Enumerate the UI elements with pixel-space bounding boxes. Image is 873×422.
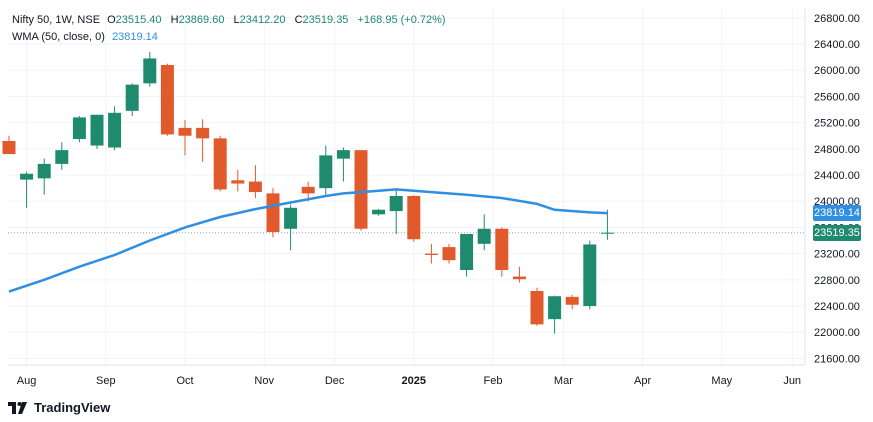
- candle-body: [477, 228, 491, 244]
- candle-body: [143, 58, 157, 84]
- low-label: L: [233, 14, 240, 26]
- x-tick-label: Apr: [634, 375, 651, 387]
- symbol-label[interactable]: Nifty 50, 1W, NSE: [12, 14, 101, 26]
- brand-name: TradingView: [34, 400, 111, 415]
- candle-body: [266, 193, 280, 233]
- wma-price-tag: 23819.14: [813, 205, 861, 222]
- x-tick-label: 2025: [402, 375, 426, 387]
- x-tick-label: Nov: [254, 375, 274, 387]
- y-tick-label: 26800.00: [814, 13, 860, 25]
- y-tick-label: 21600.00: [814, 353, 860, 365]
- candle-body: [248, 181, 262, 193]
- candle-body: [600, 232, 614, 234]
- candle-body: [213, 138, 227, 190]
- candle-body: [178, 127, 192, 136]
- x-tick-label: Oct: [176, 375, 193, 387]
- high-label: H: [170, 14, 179, 26]
- y-axis[interactable]: 21600.00 22000.00 22400.00 22800.00 23200.00…: [814, 13, 860, 366]
- candle-body: [160, 64, 174, 135]
- x-tick-label: Aug: [17, 375, 37, 387]
- candle-body: [565, 296, 579, 305]
- candle-body: [372, 209, 386, 215]
- candle-body: [20, 173, 34, 180]
- candle-body: [583, 244, 597, 307]
- candle-body: [37, 163, 51, 179]
- candle-body: [548, 296, 562, 320]
- candle-body: [196, 127, 210, 139]
- x-tick-label: Sep: [96, 375, 116, 387]
- candle-body: [2, 140, 16, 155]
- candle-body: [354, 150, 368, 229]
- candle-body: [284, 207, 298, 229]
- candle-body: [90, 114, 104, 146]
- y-tick-label: 22000.00: [814, 327, 860, 339]
- plot-area: [8, 8, 805, 365]
- ohlc-legend: Nifty 50, 1W, NSE O23515.40 H23869.60 L2…: [12, 14, 452, 26]
- indicator-value: 23819.14: [111, 31, 158, 43]
- candle-body: [55, 150, 69, 164]
- x-axis[interactable]: Aug Sep Oct Nov Dec 2025 Feb Mar Apr May Jun: [17, 375, 801, 387]
- x-tick-label: Feb: [484, 375, 503, 387]
- candle-body: [424, 253, 438, 255]
- x-tick-label: Mar: [554, 375, 573, 387]
- y-tick-label: 26000.00: [814, 65, 860, 77]
- candle-body: [530, 290, 544, 325]
- y-tick-label: 22400.00: [814, 301, 860, 313]
- tradingview-logo[interactable]: TradingView: [8, 400, 110, 415]
- candle-body: [460, 233, 474, 271]
- x-tick-label: May: [711, 375, 732, 387]
- candle-bodies: [2, 58, 614, 325]
- candle-body: [108, 112, 122, 148]
- y-tick-label: 22800.00: [814, 275, 860, 287]
- y-tick-label: 25600.00: [814, 91, 860, 103]
- open-value: 23515.40: [115, 14, 162, 26]
- change-value: +168.95 (+0.72%): [357, 14, 446, 26]
- high-value: 23869.60: [178, 14, 225, 26]
- y-tick-label: 24400.00: [814, 170, 860, 182]
- candle-body: [301, 186, 315, 194]
- y-tick-label: 25200.00: [814, 118, 860, 130]
- close-value: 23519.35: [302, 14, 349, 26]
- candle-body: [231, 180, 245, 184]
- y-tick-label: 26400.00: [814, 39, 860, 51]
- candle-body: [407, 195, 421, 240]
- x-tick-label: Jun: [783, 375, 801, 387]
- y-tick-label: 24800.00: [814, 144, 860, 156]
- last-price-tag: 23519.35: [813, 224, 861, 241]
- low-value: 23412.20: [239, 14, 286, 26]
- candle-body: [125, 84, 139, 111]
- close-label: C: [294, 14, 303, 26]
- x-tick-label: Dec: [325, 375, 345, 387]
- candle-body: [319, 155, 333, 189]
- tradingview-logo-icon: [8, 401, 27, 414]
- candle-body: [389, 195, 403, 212]
- candle-body: [72, 117, 86, 140]
- candle-body: [495, 228, 509, 271]
- open-label: O: [107, 14, 116, 26]
- candle-body: [442, 247, 456, 261]
- candle-body: [336, 150, 350, 159]
- candle-body: [512, 276, 526, 280]
- y-tick-label: 23200.00: [814, 249, 860, 261]
- indicator-label[interactable]: WMA (50, close, 0): [12, 31, 105, 43]
- indicator-legend: WMA (50, close, 0) 23819.14: [12, 31, 158, 43]
- grid-lines: [8, 8, 805, 365]
- wma-line: [8, 188, 608, 293]
